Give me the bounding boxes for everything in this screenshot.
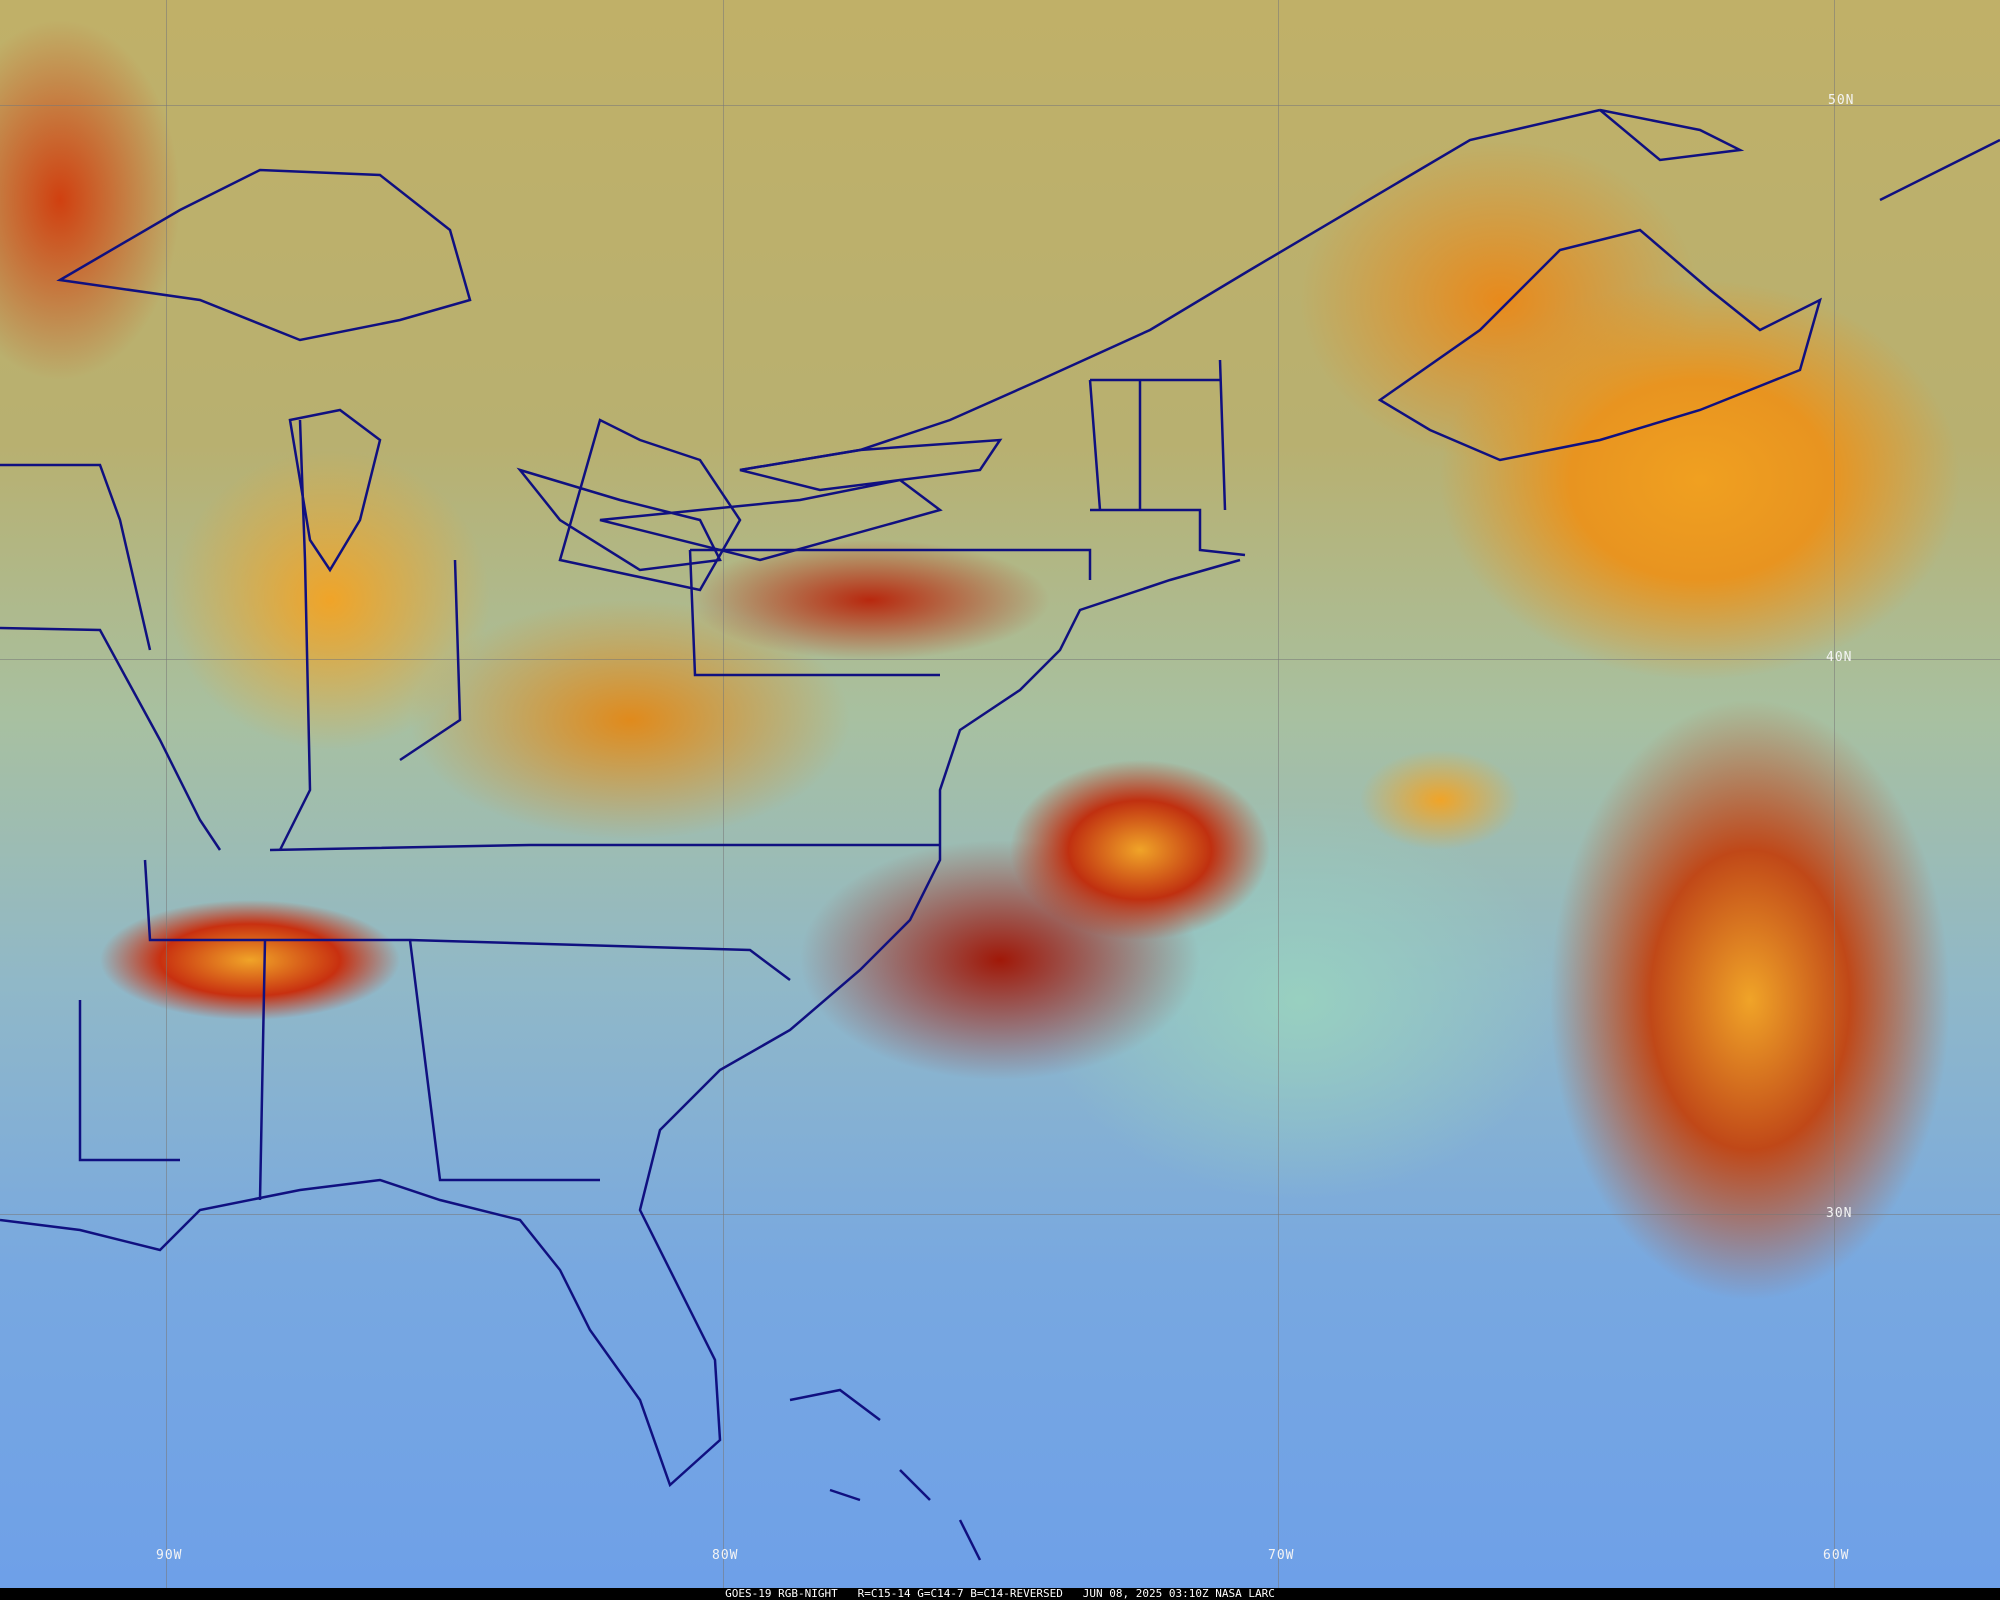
canada-coast-outline [1377, 108, 2000, 462]
longitude-label-70w: 70W [1268, 1548, 1295, 1563]
longitude-label-80w: 80W [712, 1548, 739, 1563]
longitude-label-60w: 60W [1823, 1548, 1850, 1563]
meridian-90w [166, 0, 167, 1588]
east-coast-outline [0, 108, 1601, 1488]
meridian-80w [723, 0, 724, 1588]
image-caption-bar: GOES-19 RGB-NIGHT R=C15-14 G=C14-7 B=C14… [0, 1588, 2000, 1600]
latitude-label-30n: 30N [1826, 1206, 1853, 1221]
great-lakes-outline [56, 168, 1003, 592]
parallel-40n [0, 659, 2000, 660]
meridian-60w [1834, 0, 1835, 1588]
parallel-50n [0, 105, 2000, 106]
longitude-label-90w: 90W [156, 1548, 183, 1563]
meridian-70w [1278, 0, 1279, 1588]
caribbean-islands-outline [789, 1388, 982, 1561]
latitude-label-40n: 40N [1826, 650, 1853, 665]
us-state-borders [0, 359, 1246, 1201]
latitude-label-50n: 50N [1828, 93, 1855, 108]
parallel-30n [0, 1214, 2000, 1215]
